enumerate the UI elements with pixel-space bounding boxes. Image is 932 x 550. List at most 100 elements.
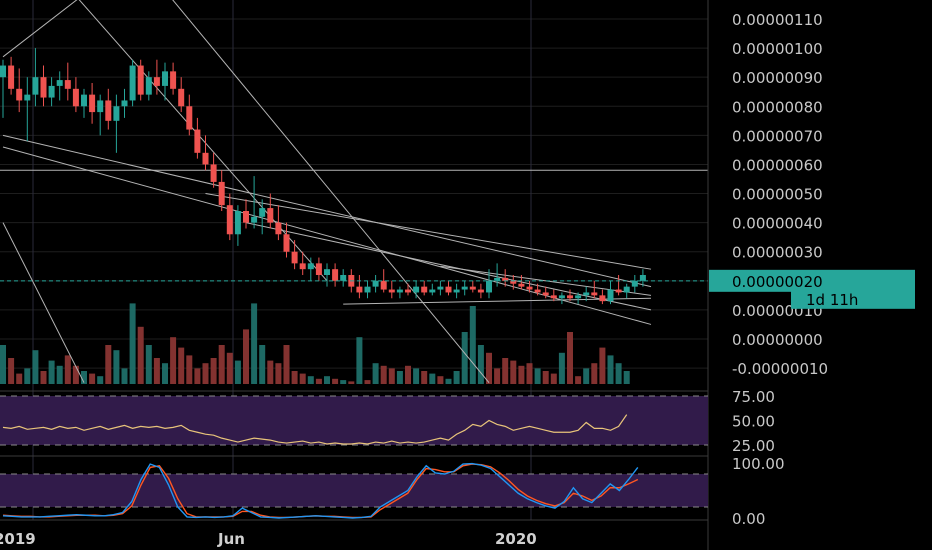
candle-body	[307, 263, 314, 270]
stoch-axis-label: 0.00	[732, 510, 765, 528]
candle-body	[421, 286, 428, 293]
volume-bar	[105, 345, 112, 384]
candle-body	[380, 280, 387, 290]
candle-body	[542, 292, 549, 296]
volume-bar	[340, 380, 347, 384]
candle-body	[631, 280, 638, 287]
candle-body	[405, 289, 411, 293]
candle-body	[16, 88, 23, 101]
volume-bar	[486, 352, 492, 384]
candle-body	[494, 277, 501, 281]
candle-body	[48, 85, 55, 98]
candle-body	[364, 286, 371, 293]
volume-bar	[0, 345, 6, 384]
candle-body	[226, 205, 233, 235]
volume-bar	[453, 371, 460, 384]
rsi-axis-label: 75.00	[732, 388, 775, 406]
volume-bar	[194, 368, 201, 384]
volume-bar	[550, 373, 557, 384]
candle-body	[356, 286, 363, 293]
volume-bar	[210, 358, 217, 384]
volume-bar	[324, 376, 330, 384]
volume-bar	[307, 376, 314, 384]
candle-body	[599, 295, 606, 302]
volume-bar	[315, 378, 322, 384]
volume-bar	[202, 363, 209, 384]
countdown-label: 1d 11h	[806, 291, 858, 309]
rsi-axis-label: 50.00	[732, 413, 775, 431]
volume-bar	[64, 355, 71, 384]
price-axis-label: 0.00000100	[732, 40, 823, 58]
volume-bar	[137, 326, 144, 384]
price-axis-label: 0.00000080	[732, 98, 823, 116]
volume-bar	[186, 355, 193, 384]
volume-bar	[72, 365, 79, 384]
volume-bar	[599, 347, 606, 384]
volume-bar	[16, 373, 23, 384]
stoch-axis-label: 100.00	[732, 455, 785, 473]
price-axis-label: 0.00000050	[732, 186, 823, 204]
candle-body	[615, 289, 622, 293]
candle-body	[324, 269, 330, 275]
countdown-badge	[791, 288, 915, 309]
candle-body	[486, 280, 492, 293]
trendline	[205, 193, 652, 270]
trendline	[2, 134, 652, 288]
candle-body	[388, 289, 395, 293]
candle-body	[583, 292, 590, 296]
candle-body	[502, 277, 509, 281]
volume-bar	[518, 365, 525, 384]
volume-bar	[526, 363, 533, 384]
price-axis-label: -0.00000010	[732, 360, 828, 378]
candle-body	[332, 269, 339, 281]
price-axis-label: 0.00000030	[732, 244, 823, 262]
volume-bar	[396, 371, 403, 384]
stoch-band	[0, 474, 708, 507]
volume-bar	[615, 363, 622, 384]
volume-bar	[56, 365, 63, 384]
candle-body	[194, 129, 201, 153]
rsi-band	[0, 396, 708, 445]
volume-bar	[583, 368, 590, 384]
candle-body	[64, 80, 71, 89]
volume-bar	[97, 376, 104, 384]
candle-body	[340, 275, 347, 281]
volume-bar	[623, 371, 630, 384]
volume-bar	[259, 345, 266, 384]
volume-bar	[89, 373, 96, 384]
candle-body	[251, 216, 258, 223]
candle-body	[210, 164, 217, 182]
candle-body	[105, 100, 112, 121]
volume-bar	[283, 345, 290, 384]
price-axis-label: 0.00000060	[732, 156, 823, 174]
candle-body	[413, 286, 420, 293]
volume-bar	[129, 303, 136, 384]
candle-body	[469, 286, 476, 290]
volume-bar	[299, 373, 306, 384]
candle-body	[234, 211, 241, 235]
volume-bar	[113, 350, 120, 384]
candle-body	[534, 289, 541, 293]
time-axis-label: 2019	[0, 530, 36, 548]
candle-body	[299, 263, 306, 270]
price-axis-label: 0.00000110	[732, 11, 823, 29]
volume-bar	[153, 358, 160, 384]
candle-body	[267, 208, 274, 223]
price-axis-label: 0.00000090	[732, 69, 823, 87]
volume-bar	[477, 345, 484, 384]
candle-body	[291, 251, 298, 264]
volume-bar	[332, 378, 339, 384]
candle-body	[121, 100, 128, 107]
volume-bar	[445, 378, 452, 384]
time-axis-label: 2020	[495, 530, 537, 548]
volume-bar	[8, 358, 15, 384]
volume-bar	[81, 371, 87, 384]
candle-body	[186, 106, 193, 130]
candle-body	[72, 88, 79, 107]
volume-bar	[494, 368, 501, 384]
price-badge-label: 0.00000020	[732, 273, 823, 291]
volume-bar	[251, 303, 258, 384]
price-axis-label: 0.00000040	[732, 215, 823, 233]
candle-body	[437, 286, 444, 290]
